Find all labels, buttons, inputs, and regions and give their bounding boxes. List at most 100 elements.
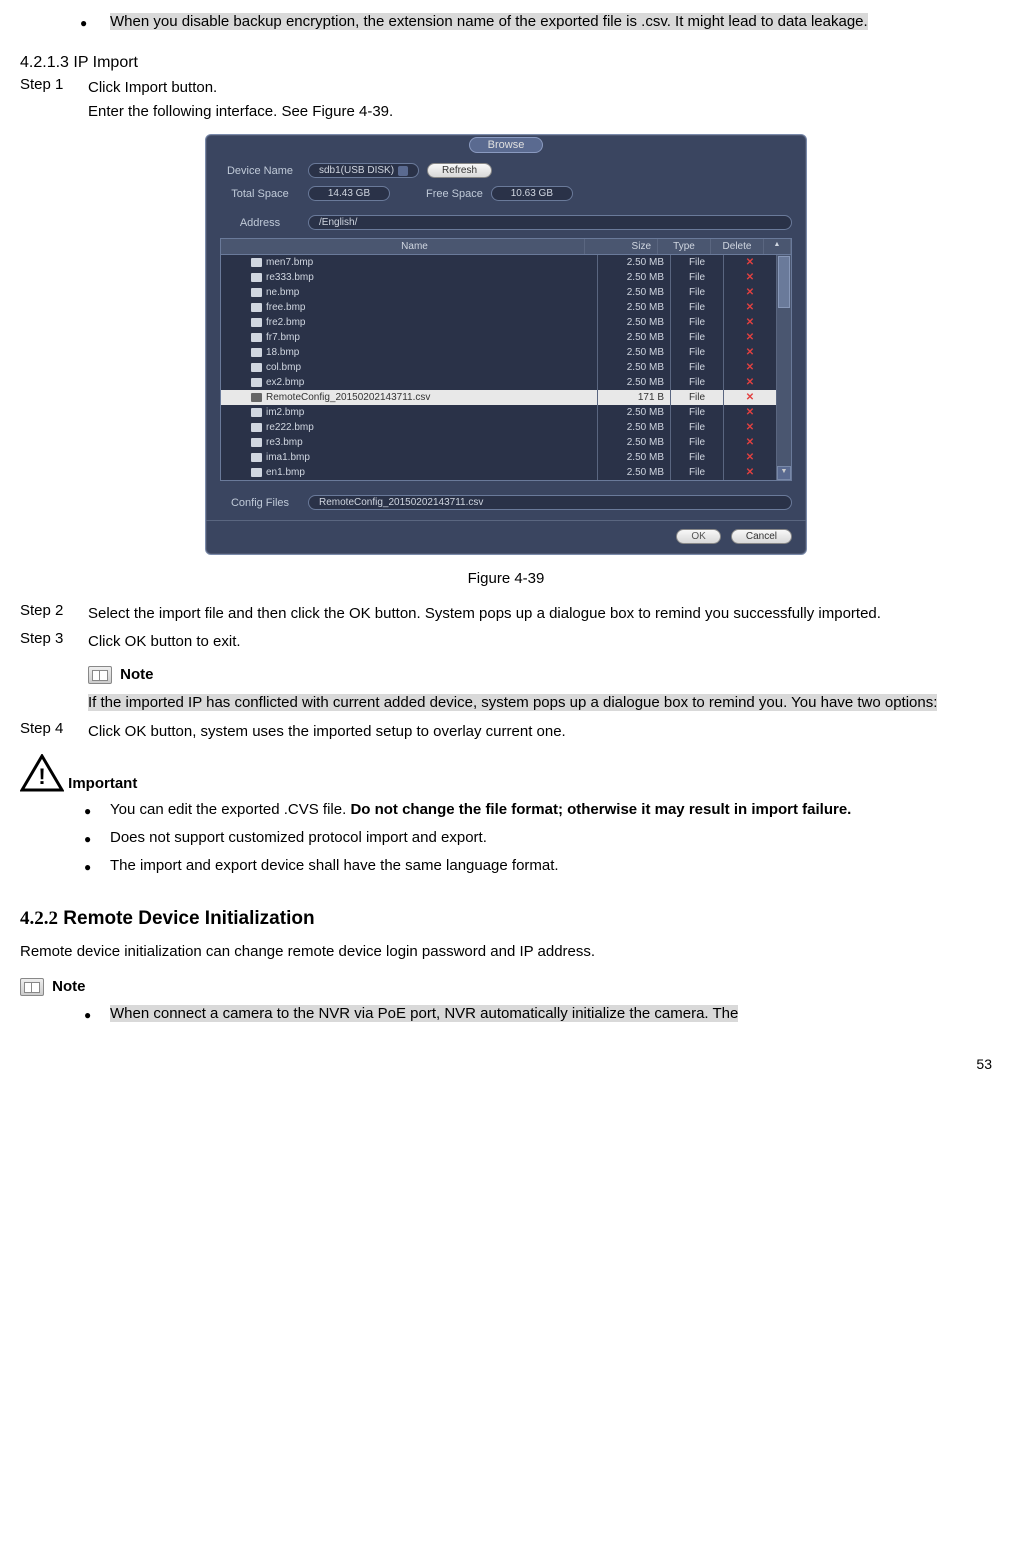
ok-button[interactable]: OK [676,529,720,544]
delete-icon[interactable]: ✕ [746,407,754,418]
file-type: File [671,300,724,315]
file-icon [251,333,262,342]
bullet-text: When you disable backup encryption, the … [110,13,868,30]
delete-icon[interactable]: ✕ [746,437,754,448]
col-header-name[interactable]: Name [221,239,585,254]
table-row[interactable]: men7.bmp2.50 MBFile✕ [221,255,777,270]
table-row[interactable]: ne.bmp2.50 MBFile✕ [221,285,777,300]
table-row[interactable]: fr7.bmp2.50 MBFile✕ [221,330,777,345]
table-row[interactable]: re222.bmp2.50 MBFile✕ [221,420,777,435]
table-row[interactable]: ima1.bmp2.50 MBFile✕ [221,450,777,465]
device-name-label: Device Name [220,165,300,177]
file-size: 2.50 MB [598,270,671,285]
col-header-delete[interactable]: Delete [711,239,764,254]
book-icon [88,666,112,684]
col-header-size[interactable]: Size [585,239,658,254]
file-icon [251,363,262,372]
file-type: File [671,285,724,300]
file-size: 2.50 MB [598,345,671,360]
file-type: File [671,450,724,465]
note-label: Note [120,666,153,683]
config-files-input[interactable]: RemoteConfig_20150202143711.csv [308,495,792,510]
config-files-label: Config Files [220,497,300,509]
table-row[interactable]: free.bmp2.50 MBFile✕ [221,300,777,315]
table-row[interactable]: re3.bmp2.50 MBFile✕ [221,435,777,450]
chevron-down-icon [398,166,408,176]
file-icon [251,378,262,387]
delete-icon[interactable]: ✕ [746,362,754,373]
file-icon [251,348,262,357]
delete-icon[interactable]: ✕ [746,332,754,343]
file-size: 2.50 MB [598,300,671,315]
address-label: Address [220,217,300,229]
browse-dialog: Browse Device Name sdb1(USB DISK) Refres… [205,134,807,555]
bullet-encryption-warning: When you disable backup encryption, the … [80,10,992,34]
file-icon [251,393,262,402]
table-row[interactable]: RemoteConfig_20150202143711.csv171 BFile… [221,390,777,405]
delete-icon[interactable]: ✕ [746,452,754,463]
table-row[interactable]: re333.bmp2.50 MBFile✕ [221,270,777,285]
delete-icon[interactable]: ✕ [746,347,754,358]
total-space-label: Total Space [220,188,300,200]
file-size: 2.50 MB [598,360,671,375]
col-header-type[interactable]: Type [658,239,711,254]
important-bullet-1: You can edit the exported .CVS file. Do … [110,798,992,822]
figure-caption: Figure 4-39 [20,570,992,587]
heading-remote-init: 4.2.2 Remote Device Initialization [20,908,992,930]
table-row[interactable]: 18.bmp2.50 MBFile✕ [221,345,777,360]
delete-icon[interactable]: ✕ [746,272,754,283]
file-name: fre2.bmp [266,317,305,328]
file-name: ima1.bmp [266,452,310,463]
delete-icon[interactable]: ✕ [746,467,754,478]
note-text: If the imported IP has conflicted with c… [88,690,992,716]
table-row[interactable]: ex2.bmp2.50 MBFile✕ [221,375,777,390]
file-type: File [671,420,724,435]
delete-icon[interactable]: ✕ [746,377,754,388]
remote-init-intro: Remote device initialization can change … [20,940,992,964]
table-row[interactable]: im2.bmp2.50 MBFile✕ [221,405,777,420]
file-size: 2.50 MB [598,405,671,420]
file-name: re3.bmp [266,437,303,448]
delete-icon[interactable]: ✕ [746,422,754,433]
scrollbar-up[interactable]: ▲ [764,239,791,254]
file-icon [251,273,262,282]
scrollbar-thumb[interactable] [778,256,790,308]
step3-label: Step 3 [20,630,88,654]
free-space-value: 10.63 GB [491,186,573,201]
file-name: im2.bmp [266,407,304,418]
file-icon [251,303,262,312]
delete-icon[interactable]: ✕ [746,317,754,328]
important-label: Important [68,775,137,792]
page-number: 53 [20,1056,992,1072]
delete-icon[interactable]: ✕ [746,287,754,298]
total-space-value: 14.43 GB [308,186,390,201]
delete-icon[interactable]: ✕ [746,302,754,313]
scrollbar-down[interactable]: ▼ [777,466,791,480]
dialog-title: Browse [469,137,544,153]
cancel-button[interactable]: Cancel [731,529,792,544]
file-icon [251,438,262,447]
delete-icon[interactable]: ✕ [746,257,754,268]
file-type: File [671,315,724,330]
file-name: RemoteConfig_20150202143711.csv [266,392,430,403]
table-row[interactable]: en1.bmp2.50 MBFile✕ [221,465,777,480]
delete-icon[interactable]: ✕ [746,392,754,403]
file-name: fr7.bmp [266,332,300,343]
step3-text: Click OK button to exit. [88,630,992,654]
device-name-select[interactable]: sdb1(USB DISK) [308,163,419,178]
free-space-label: Free Space [426,188,483,200]
file-name: ex2.bmp [266,377,304,388]
step1-line2: Enter the following interface. See Figur… [88,100,992,124]
file-type: File [671,330,724,345]
file-icon [251,258,262,267]
table-row[interactable]: col.bmp2.50 MBFile✕ [221,360,777,375]
heading-ip-import: 4.2.1.3 IP Import [20,54,992,72]
file-size: 2.50 MB [598,435,671,450]
refresh-button[interactable]: Refresh [427,163,492,178]
note2-label: Note [52,978,85,995]
svg-text:!: ! [38,764,45,789]
file-scrollbar[interactable]: ▼ [777,255,791,480]
table-row[interactable]: fre2.bmp2.50 MBFile✕ [221,315,777,330]
address-input[interactable]: /English/ [308,215,792,230]
file-name: men7.bmp [266,257,313,268]
